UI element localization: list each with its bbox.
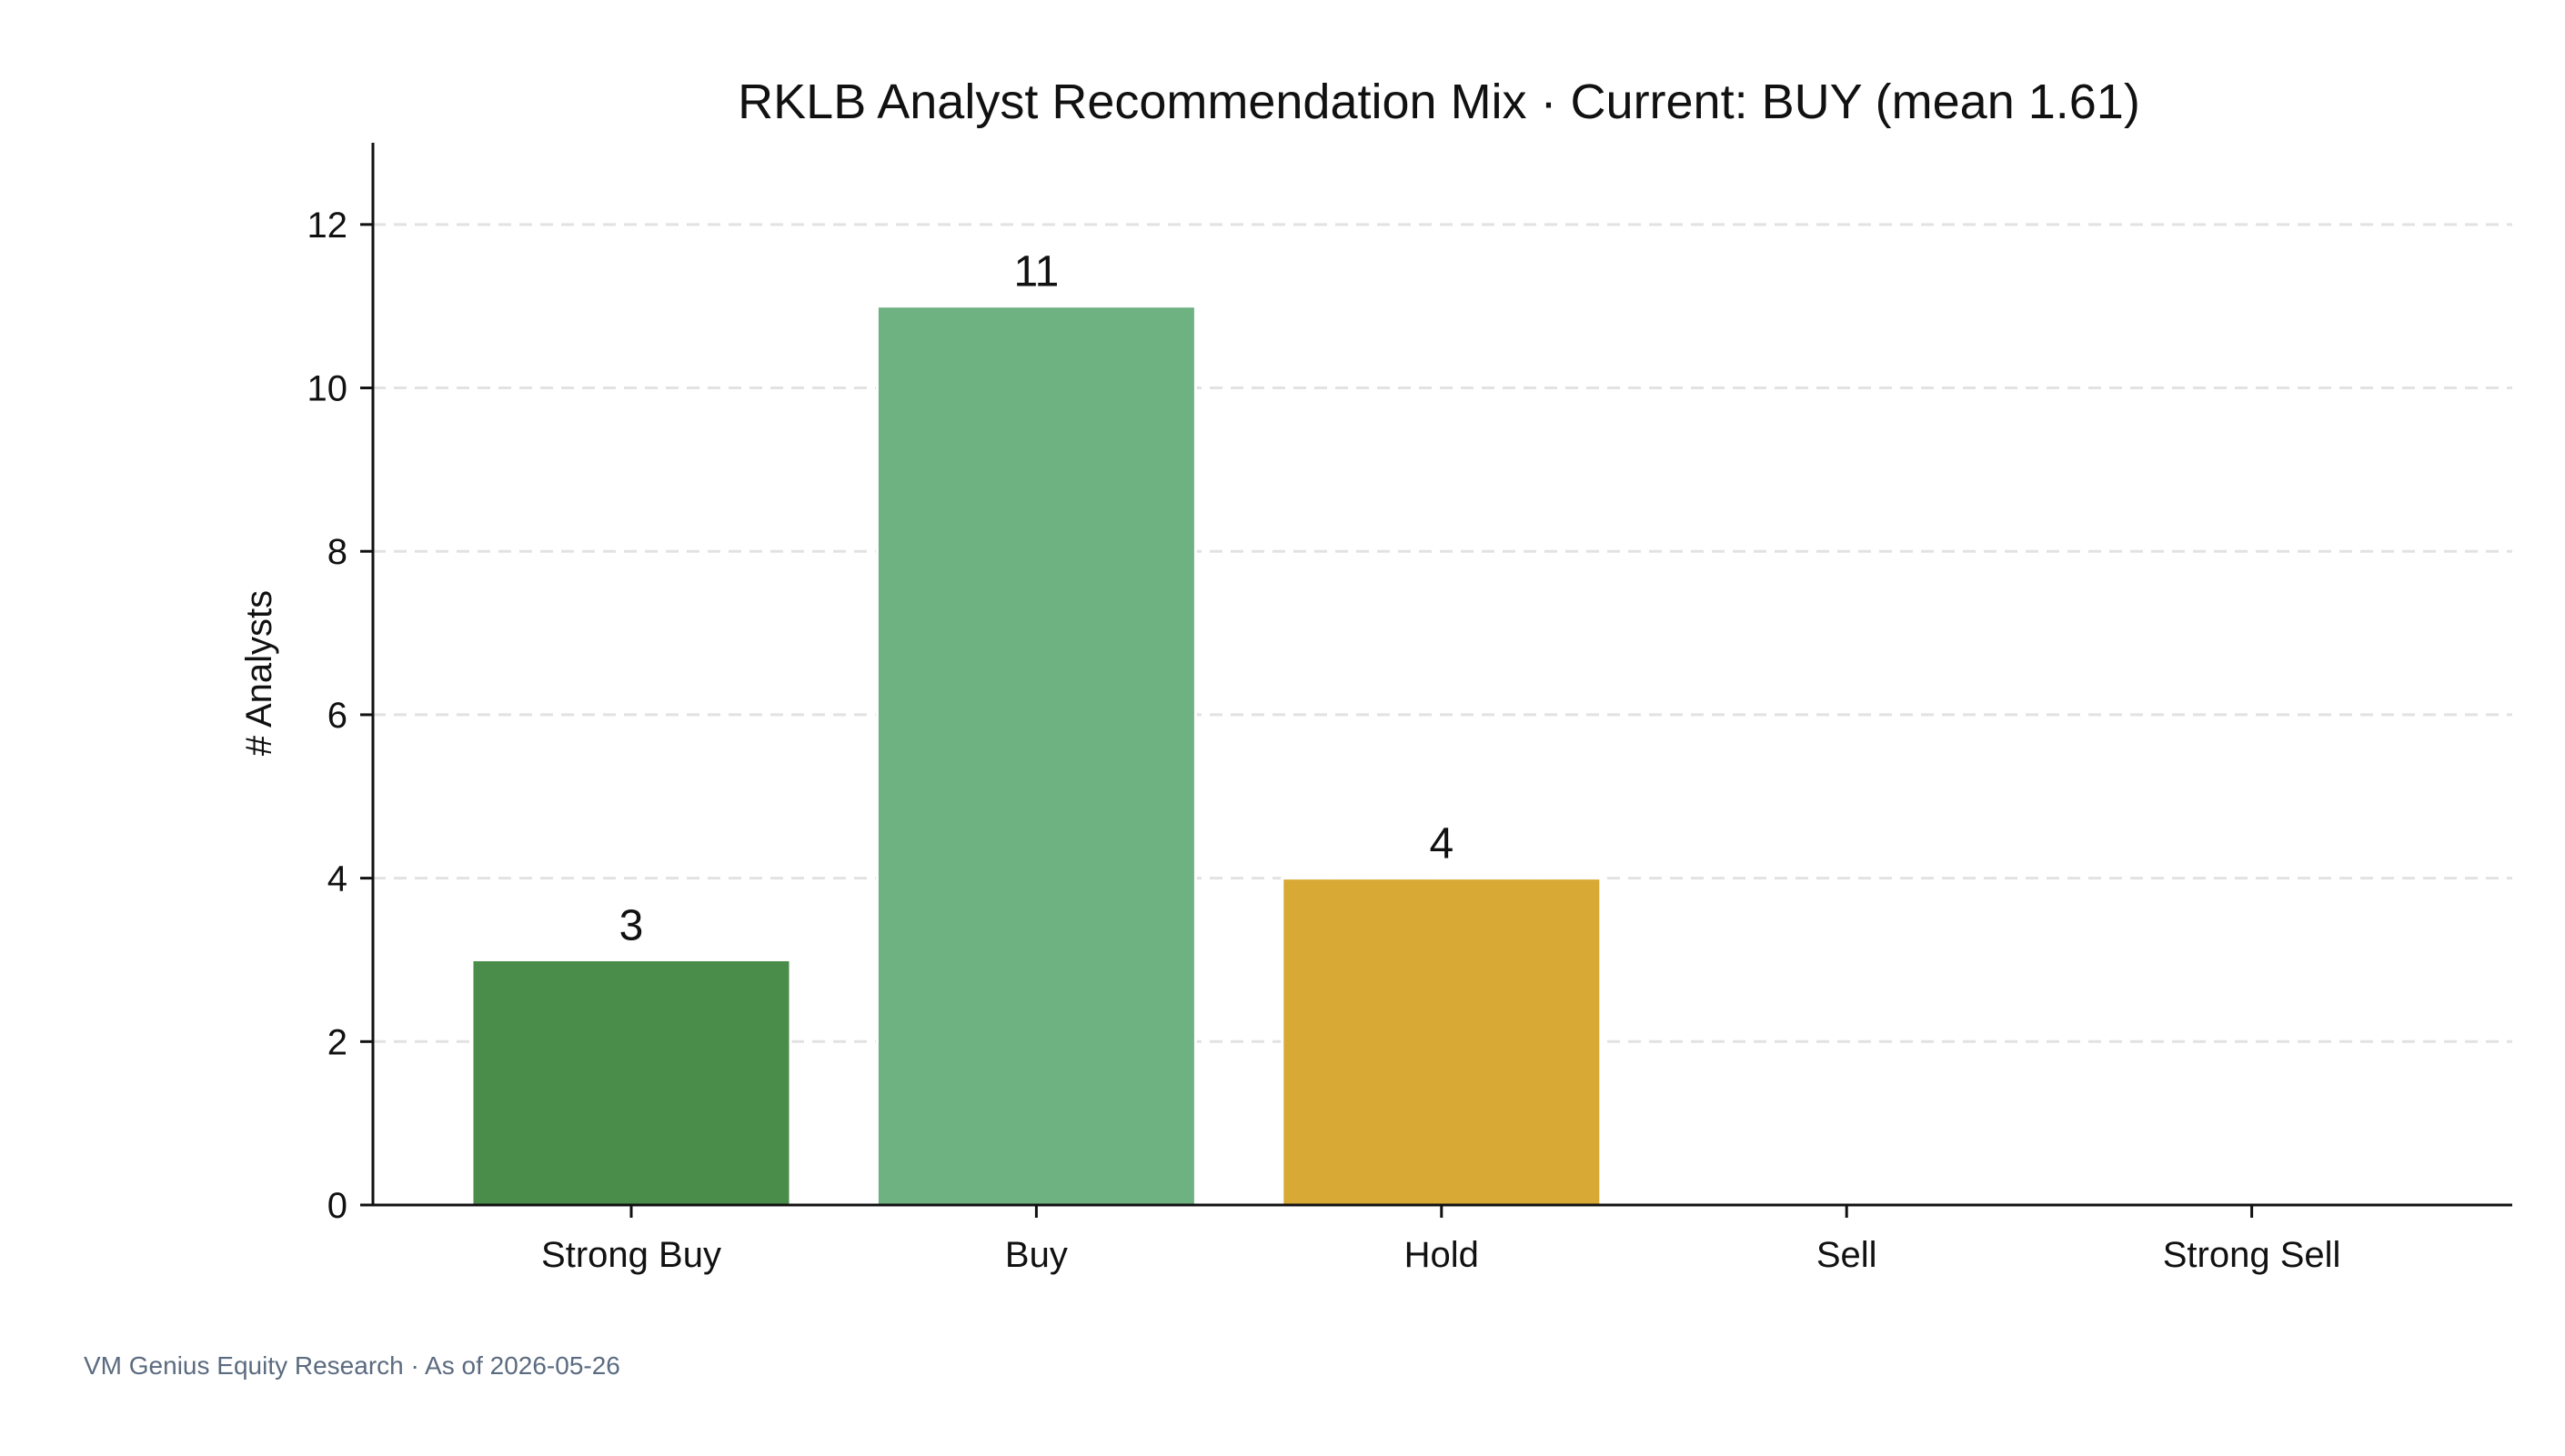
x-tick-label-buy: Buy (1005, 1235, 1068, 1275)
data-label-hold: 4 (1429, 820, 1454, 869)
x-tick-label-strong-sell: Strong Sell (2163, 1235, 2341, 1275)
x-tick-label-hold: Hold (1404, 1235, 1479, 1275)
x-tick-label-sell: Sell (1816, 1235, 1877, 1275)
bar-buy (875, 305, 1197, 1207)
y-tick-label-12: 12 (307, 206, 348, 246)
y-tick-label-10: 10 (307, 369, 348, 409)
footer-note: VM Genius Equity Research · As of 2026-0… (84, 1351, 620, 1380)
x-tick-label-strong-buy: Strong Buy (541, 1235, 721, 1275)
axes (360, 143, 2512, 1218)
data-labels: 3 11 4 (619, 248, 1454, 950)
y-tick-label-6: 6 (327, 696, 347, 736)
chart-title: RKLB Analyst Recommendation Mix · Curren… (738, 75, 2140, 129)
y-axis-label: # Analysts (239, 590, 279, 756)
grid-lines (373, 223, 2512, 1043)
data-label-strong-buy: 3 (619, 901, 644, 949)
y-tick-label-2: 2 (327, 1022, 347, 1062)
y-tick-label-4: 4 (327, 859, 347, 899)
bar-hold (1281, 877, 1603, 1207)
bar-strong-buy (470, 958, 792, 1207)
y-tick-label-8: 8 (327, 532, 347, 572)
tick-labels: 0 2 4 6 8 10 12 Strong Buy Buy Hold Sell Strong Sel… (307, 206, 2341, 1275)
data-label-buy: 11 (1013, 248, 1059, 296)
y-tick-label-0: 0 (327, 1186, 347, 1226)
bars (470, 305, 1603, 1207)
